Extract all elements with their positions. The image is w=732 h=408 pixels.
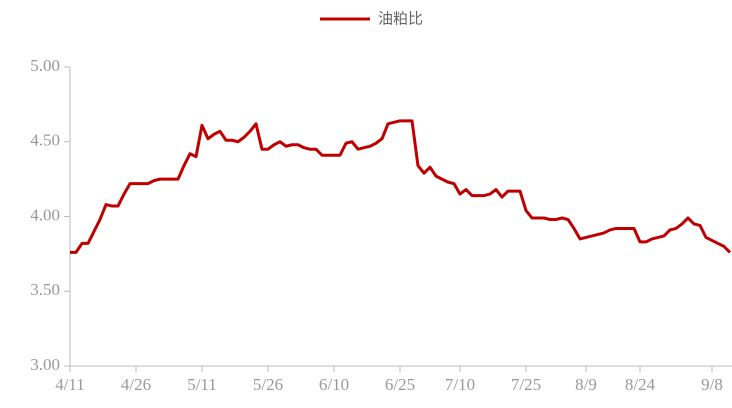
- y-tick-label: 4.00: [30, 205, 60, 224]
- x-tick-label: 8/24: [625, 375, 656, 394]
- x-tick-label: 5/26: [253, 375, 283, 394]
- line-series: [70, 119, 732, 254]
- x-tick-label: 7/25: [511, 375, 541, 394]
- x-tick-label: 9/8: [701, 375, 723, 394]
- x-tick-label: 6/10: [319, 375, 349, 394]
- legend-text: 油粕比: [378, 10, 423, 28]
- x-tick-label: 6/25: [385, 375, 415, 394]
- x-tick-label: 8/9: [575, 375, 597, 394]
- x-tick-label: 5/11: [187, 375, 217, 394]
- x-tick-label: 4/26: [121, 375, 151, 394]
- y-tick-label: 5.00: [30, 56, 60, 75]
- x-tick-label: 4/11: [55, 375, 85, 394]
- y-tick-label: 3.50: [30, 280, 60, 299]
- y-tick-label: 4.50: [30, 131, 60, 150]
- x-tick-label: 7/10: [445, 375, 475, 394]
- y-tick-label: 3.00: [30, 355, 60, 374]
